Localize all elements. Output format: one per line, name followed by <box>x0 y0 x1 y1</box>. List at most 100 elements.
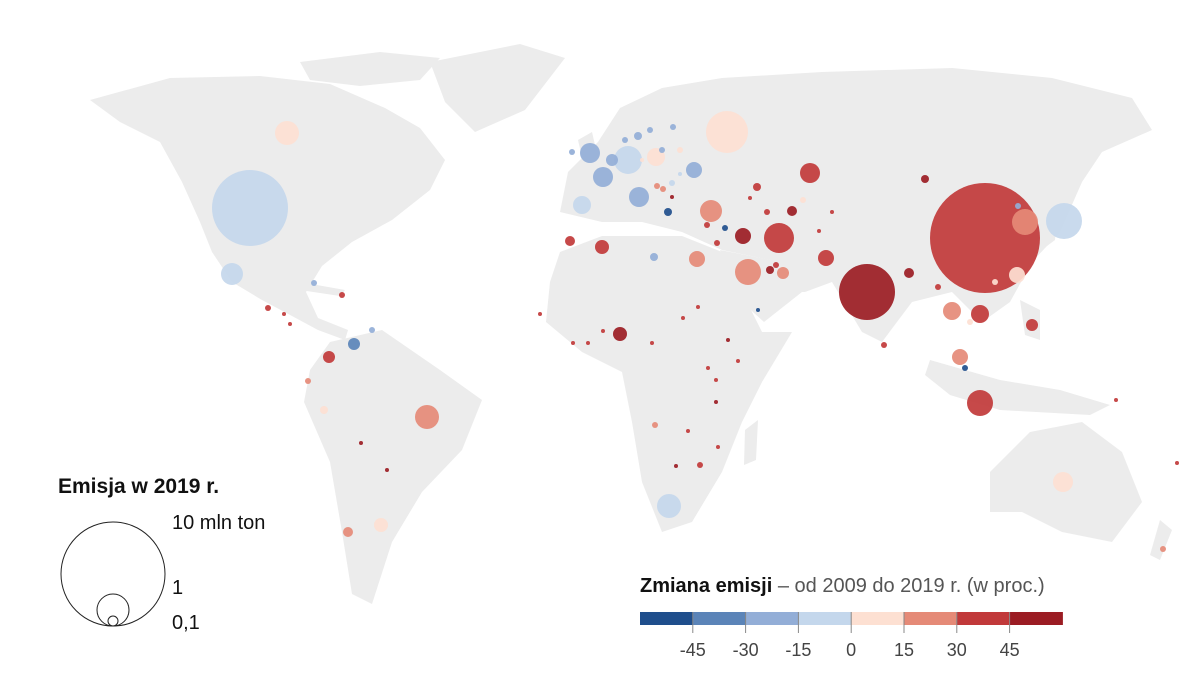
country-bubble <box>369 327 375 333</box>
country-bubble <box>904 268 914 278</box>
color-tick-label: 30 <box>946 640 967 660</box>
color-tick-label: -45 <box>679 640 706 660</box>
country-bubble <box>601 329 605 333</box>
country-bubble <box>565 236 575 246</box>
country-bubble <box>221 263 243 285</box>
land-south-america <box>304 330 482 604</box>
size-circle-10 <box>60 521 166 627</box>
country-bubble <box>538 312 542 316</box>
country-bubble <box>569 149 575 155</box>
country-bubble <box>670 124 676 130</box>
country-bubble <box>595 240 609 254</box>
size-legend-circles <box>60 521 166 627</box>
country-bubble <box>311 280 317 286</box>
country-bubble <box>1046 203 1082 239</box>
size-label-10: 10 mln ton <box>172 512 266 534</box>
country-bubble <box>622 137 628 143</box>
country-bubble <box>764 209 770 215</box>
country-bubble <box>726 338 730 342</box>
country-bubble <box>756 308 760 312</box>
country-bubble <box>700 200 722 222</box>
country-bubble <box>714 400 718 404</box>
size-label-01: 0,1 <box>172 612 200 634</box>
country-bubble <box>677 147 683 153</box>
country-bubble <box>992 279 998 285</box>
land-caribbean <box>300 282 345 296</box>
country-bubble <box>777 267 789 279</box>
country-bubble <box>288 322 292 326</box>
country-bubble <box>736 359 740 363</box>
country-bubble <box>971 305 989 323</box>
country-bubble <box>1009 267 1025 283</box>
country-bubble <box>415 405 439 429</box>
country-bubble <box>265 305 271 311</box>
country-bubble <box>696 305 700 309</box>
country-bubble <box>674 464 678 468</box>
land-indonesia <box>925 360 1110 415</box>
land-africa <box>546 236 792 532</box>
color-tick-label: 15 <box>893 640 915 660</box>
country-bubble <box>359 441 363 445</box>
country-bubble <box>716 445 720 449</box>
color-tick-label: -15 <box>785 640 812 660</box>
color-tick-label: -30 <box>732 640 759 660</box>
country-bubble <box>323 351 335 363</box>
country-bubble <box>766 266 774 274</box>
country-bubble <box>606 154 618 166</box>
country-bubble <box>817 229 821 233</box>
country-bubble <box>773 262 779 268</box>
color-legend-title-main: Zmiana emisji <box>640 575 773 597</box>
country-bubble <box>748 196 752 200</box>
color-swatch <box>904 612 958 625</box>
color-swatch <box>1009 612 1063 625</box>
country-bubble <box>275 121 299 145</box>
country-bubble <box>1160 546 1166 552</box>
size-label-1: 1 <box>172 577 184 599</box>
country-bubble <box>952 349 968 365</box>
country-bubble <box>586 341 590 345</box>
color-swatch <box>745 612 799 625</box>
country-bubble <box>573 196 591 214</box>
country-bubble <box>634 132 642 140</box>
land-madagascar <box>744 420 758 465</box>
country-bubble <box>1114 398 1118 402</box>
country-bubble <box>580 143 600 163</box>
color-legend-title: Zmiana emisji – od 2009 do 2019 r. (w pr… <box>640 575 1045 598</box>
country-bubble <box>650 253 658 261</box>
country-bubble <box>800 197 806 203</box>
country-bubble <box>659 147 665 153</box>
land-greenland <box>430 44 565 132</box>
country-bubble <box>681 316 685 320</box>
country-bubble <box>967 390 993 416</box>
country-bubble <box>348 338 360 350</box>
country-bubbles <box>212 111 1179 552</box>
country-bubble <box>571 341 575 345</box>
country-bubble <box>686 429 690 433</box>
country-bubble <box>967 319 973 325</box>
country-bubble <box>935 284 941 290</box>
country-bubble <box>385 468 389 472</box>
country-bubble <box>652 422 658 428</box>
country-bubble <box>343 527 353 537</box>
size-legend-title: Emisja w 2019 r. <box>58 475 220 498</box>
country-bubble <box>697 462 703 468</box>
country-bubble <box>753 183 761 191</box>
land-new-zealand <box>1150 520 1172 560</box>
country-bubble <box>614 146 642 174</box>
country-bubble <box>1053 472 1073 492</box>
country-bubble <box>640 158 644 162</box>
country-bubble <box>704 222 710 228</box>
color-legend-subtitle: – od 2009 do 2019 r. (w proc.) <box>777 575 1045 597</box>
country-bubble <box>881 342 887 348</box>
land-arctic-islands <box>300 52 440 86</box>
country-bubble <box>686 162 702 178</box>
country-bubble <box>714 240 720 246</box>
country-bubble <box>787 206 797 216</box>
country-bubble <box>818 250 834 266</box>
country-bubble <box>1015 203 1021 209</box>
country-bubble <box>921 175 929 183</box>
country-bubble <box>943 302 961 320</box>
country-bubble <box>629 187 649 207</box>
